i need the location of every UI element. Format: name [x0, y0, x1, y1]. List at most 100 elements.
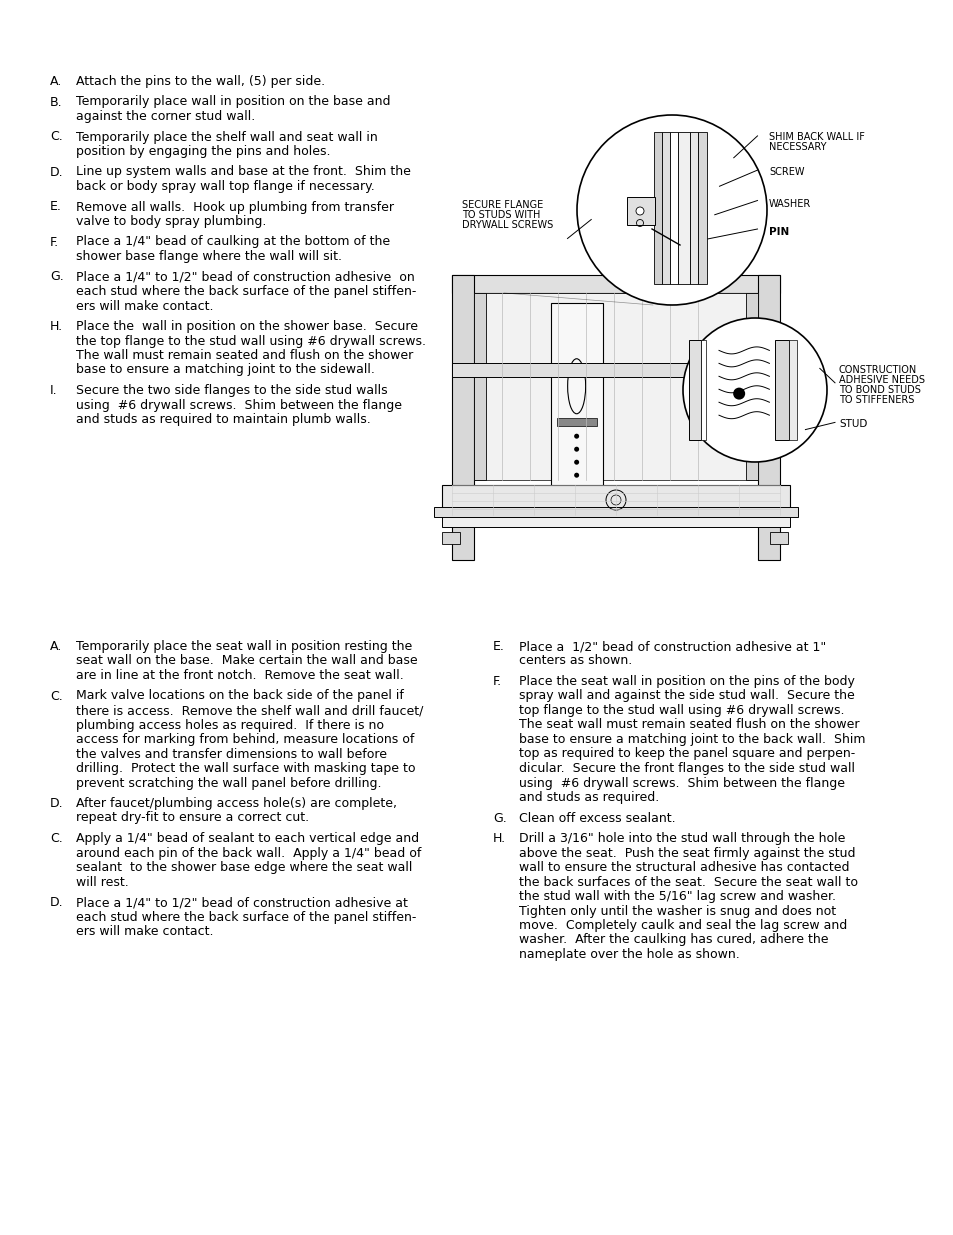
Bar	[441, 532, 459, 543]
Text: back or body spray wall top flange if necessary.: back or body spray wall top flange if ne…	[76, 180, 375, 193]
Text: base to ensure a matching joint to the sidewall.: base to ensure a matching joint to the s…	[76, 363, 375, 377]
Text: sealant  to the shower base edge where the seat wall: sealant to the shower base edge where th…	[76, 861, 412, 874]
Text: Temporarily place wall in position on the base and: Temporarily place wall in position on th…	[76, 95, 390, 109]
Bar	[626, 198, 655, 225]
Bar	[700, 340, 705, 441]
Text: nameplate over the hole as shown.: nameplate over the hole as shown.	[518, 948, 739, 961]
Text: CONSTRUCTION: CONSTRUCTION	[838, 364, 916, 374]
Text: D.: D.	[50, 165, 64, 179]
Text: G.: G.	[493, 811, 506, 825]
Text: B.: B.	[50, 95, 63, 109]
Text: C.: C.	[50, 832, 63, 845]
Text: C.: C.	[50, 131, 63, 143]
Text: there is access.  Remove the shelf wall and drill faucet/: there is access. Remove the shelf wall a…	[76, 704, 423, 718]
Text: Place the  wall in position on the shower base.  Secure: Place the wall in position on the shower…	[76, 320, 417, 333]
Bar	[452, 275, 474, 559]
Text: TO STIFFENERS: TO STIFFENERS	[838, 395, 913, 405]
Text: After faucet/plumbing access hole(s) are complete,: After faucet/plumbing access hole(s) are…	[76, 797, 396, 810]
Text: WASHER: WASHER	[768, 199, 810, 209]
Text: Apply a 1/4" bead of sealant to each vertical edge and: Apply a 1/4" bead of sealant to each ver…	[76, 832, 418, 845]
Text: C.: C.	[50, 689, 63, 703]
Text: TO STUDS WITH: TO STUDS WITH	[461, 210, 539, 221]
Text: SCREW: SCREW	[768, 167, 803, 178]
Text: Mark valve locations on the back side of the panel if: Mark valve locations on the back side of…	[76, 689, 403, 703]
Circle shape	[574, 459, 578, 464]
Text: dicular.  Secure the front flanges to the side stud wall: dicular. Secure the front flanges to the…	[518, 762, 854, 776]
Bar	[745, 293, 758, 480]
Bar	[441, 515, 789, 527]
Text: SHIM BACK WALL IF: SHIM BACK WALL IF	[768, 132, 864, 142]
Bar	[441, 485, 789, 515]
Text: are in line at the front notch.  Remove the seat wall.: are in line at the front notch. Remove t…	[76, 669, 403, 682]
Text: spray wall and against the side stud wall.  Secure the: spray wall and against the side stud wal…	[518, 689, 854, 703]
Text: the top flange to the stud wall using #6 drywall screws.: the top flange to the stud wall using #6…	[76, 335, 426, 347]
Text: The seat wall must remain seated flush on the shower: The seat wall must remain seated flush o…	[518, 719, 859, 731]
Text: H.: H.	[493, 832, 506, 845]
Text: Temporarily place the shelf wall and seat wall in: Temporarily place the shelf wall and sea…	[76, 131, 377, 143]
Circle shape	[574, 473, 578, 478]
Bar	[434, 508, 797, 517]
Bar	[550, 303, 602, 488]
Text: plumbing access holes as required.  If there is no: plumbing access holes as required. If th…	[76, 719, 384, 731]
Text: Place a 1/4" to 1/2" bead of construction adhesive at: Place a 1/4" to 1/2" bead of constructio…	[76, 897, 408, 909]
Text: prevent scratching the wall panel before drilling.: prevent scratching the wall panel before…	[76, 777, 381, 789]
Bar	[452, 363, 780, 377]
Text: top flange to the stud wall using #6 drywall screws.: top flange to the stud wall using #6 dry…	[518, 704, 843, 718]
Text: against the corner stud wall.: against the corner stud wall.	[76, 110, 255, 124]
Text: D.: D.	[50, 897, 64, 909]
Text: NECESSARY: NECESSARY	[768, 142, 825, 152]
Text: Tighten only until the washer is snug and does not: Tighten only until the washer is snug an…	[518, 904, 835, 918]
Text: PIN: PIN	[768, 227, 788, 237]
Bar	[689, 132, 698, 284]
Bar	[556, 417, 596, 426]
Text: A.: A.	[50, 640, 62, 653]
Bar	[452, 275, 780, 293]
Text: F.: F.	[50, 236, 59, 248]
Bar	[788, 340, 797, 441]
Text: using  #6 drywall screws.  Shim between the flange: using #6 drywall screws. Shim between th…	[76, 399, 401, 411]
Text: Drill a 3/16" hole into the stud wall through the hole: Drill a 3/16" hole into the stud wall th…	[518, 832, 844, 845]
Text: move.  Completely caulk and seal the lag screw and: move. Completely caulk and seal the lag …	[518, 919, 846, 932]
Text: and studs as required.: and studs as required.	[518, 790, 659, 804]
Text: will rest.: will rest.	[76, 876, 129, 888]
Text: G.: G.	[50, 270, 64, 284]
Circle shape	[574, 447, 578, 452]
Text: DRYWALL SCREWS: DRYWALL SCREWS	[461, 221, 553, 231]
Text: Clean off excess sealant.: Clean off excess sealant.	[518, 811, 675, 825]
Bar	[678, 132, 689, 284]
Text: Attach the pins to the wall, (5) per side.: Attach the pins to the wall, (5) per sid…	[76, 75, 325, 88]
Text: the back surfaces of the seat.  Secure the seat wall to: the back surfaces of the seat. Secure th…	[518, 876, 857, 888]
Text: each stud where the back surface of the panel stiffen-: each stud where the back surface of the …	[76, 285, 416, 298]
Text: top as required to keep the panel square and perpen-: top as required to keep the panel square…	[518, 747, 854, 761]
Bar	[688, 340, 700, 441]
Circle shape	[682, 317, 826, 462]
Text: drilling.  Protect the wall surface with masking tape to: drilling. Protect the wall surface with …	[76, 762, 416, 776]
Text: Place a  1/2" bead of construction adhesive at 1": Place a 1/2" bead of construction adhesi…	[518, 640, 825, 653]
Text: the valves and transfer dimensions to wall before: the valves and transfer dimensions to wa…	[76, 747, 387, 761]
Circle shape	[733, 388, 744, 400]
Circle shape	[577, 115, 766, 305]
Text: Secure the two side flanges to the side stud walls: Secure the two side flanges to the side …	[76, 384, 387, 396]
Text: Remove all walls.  Hook up plumbing from transfer: Remove all walls. Hook up plumbing from …	[76, 200, 394, 214]
Bar	[698, 132, 706, 284]
Text: seat wall on the base.  Make certain the wall and base: seat wall on the base. Make certain the …	[76, 655, 417, 667]
Text: position by engaging the pins and holes.: position by engaging the pins and holes.	[76, 144, 330, 158]
Bar	[474, 293, 485, 480]
Text: ers will make contact.: ers will make contact.	[76, 925, 213, 939]
Text: Line up system walls and base at the front.  Shim the: Line up system walls and base at the fro…	[76, 165, 411, 179]
Bar	[775, 340, 788, 441]
Text: ADHESIVE NEEDS: ADHESIVE NEEDS	[838, 374, 924, 385]
Text: The wall must remain seated and flush on the shower: The wall must remain seated and flush on…	[76, 350, 413, 362]
Text: Place a 1/4" bead of caulking at the bottom of the: Place a 1/4" bead of caulking at the bot…	[76, 236, 390, 248]
Text: each stud where the back surface of the panel stiffen-: each stud where the back surface of the …	[76, 910, 416, 924]
Text: Temporarily place the seat wall in position resting the: Temporarily place the seat wall in posit…	[76, 640, 412, 653]
Text: using  #6 drywall screws.  Shim between the flange: using #6 drywall screws. Shim between th…	[518, 777, 844, 789]
Text: Place the seat wall in position on the pins of the body: Place the seat wall in position on the p…	[518, 676, 854, 688]
Text: ers will make contact.: ers will make contact.	[76, 300, 213, 312]
Text: around each pin of the back wall.  Apply a 1/4" bead of: around each pin of the back wall. Apply …	[76, 846, 421, 860]
Text: access for marking from behind, measure locations of: access for marking from behind, measure …	[76, 734, 414, 746]
Text: Place a 1/4" to 1/2" bead of construction adhesive  on: Place a 1/4" to 1/2" bead of constructio…	[76, 270, 415, 284]
Text: washer.  After the caulking has cured, adhere the: washer. After the caulking has cured, ad…	[518, 934, 827, 946]
Text: wall to ensure the structural adhesive has contacted: wall to ensure the structural adhesive h…	[518, 861, 848, 874]
Text: the stud wall with the 5/16" lag screw and washer.: the stud wall with the 5/16" lag screw a…	[518, 890, 835, 903]
